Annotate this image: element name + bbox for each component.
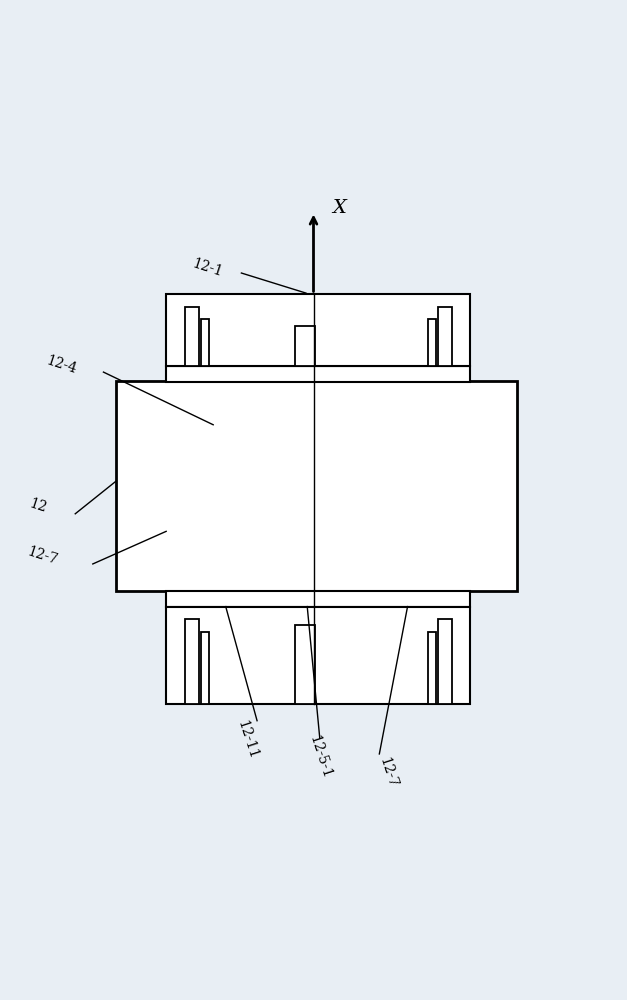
Bar	[438, 307, 452, 366]
Bar	[116, 381, 517, 591]
Text: 12-11: 12-11	[234, 718, 261, 761]
Bar	[185, 619, 199, 704]
Bar	[166, 294, 470, 366]
Text: X: X	[332, 199, 346, 217]
Bar	[166, 591, 470, 607]
Text: 12-7: 12-7	[26, 545, 60, 568]
Text: 12-5-1: 12-5-1	[306, 734, 334, 781]
Text: 12-1: 12-1	[190, 257, 224, 279]
Bar	[166, 366, 470, 382]
Bar	[428, 632, 436, 704]
Text: 12: 12	[27, 497, 48, 516]
Bar	[185, 307, 199, 366]
Text: 12-7: 12-7	[376, 756, 399, 790]
Bar	[295, 625, 315, 704]
Text: 12-4: 12-4	[45, 354, 78, 377]
Bar	[201, 319, 209, 366]
Bar	[295, 326, 315, 366]
Bar	[166, 607, 470, 704]
Bar	[201, 632, 209, 704]
Bar	[428, 319, 436, 366]
Bar	[438, 619, 452, 704]
